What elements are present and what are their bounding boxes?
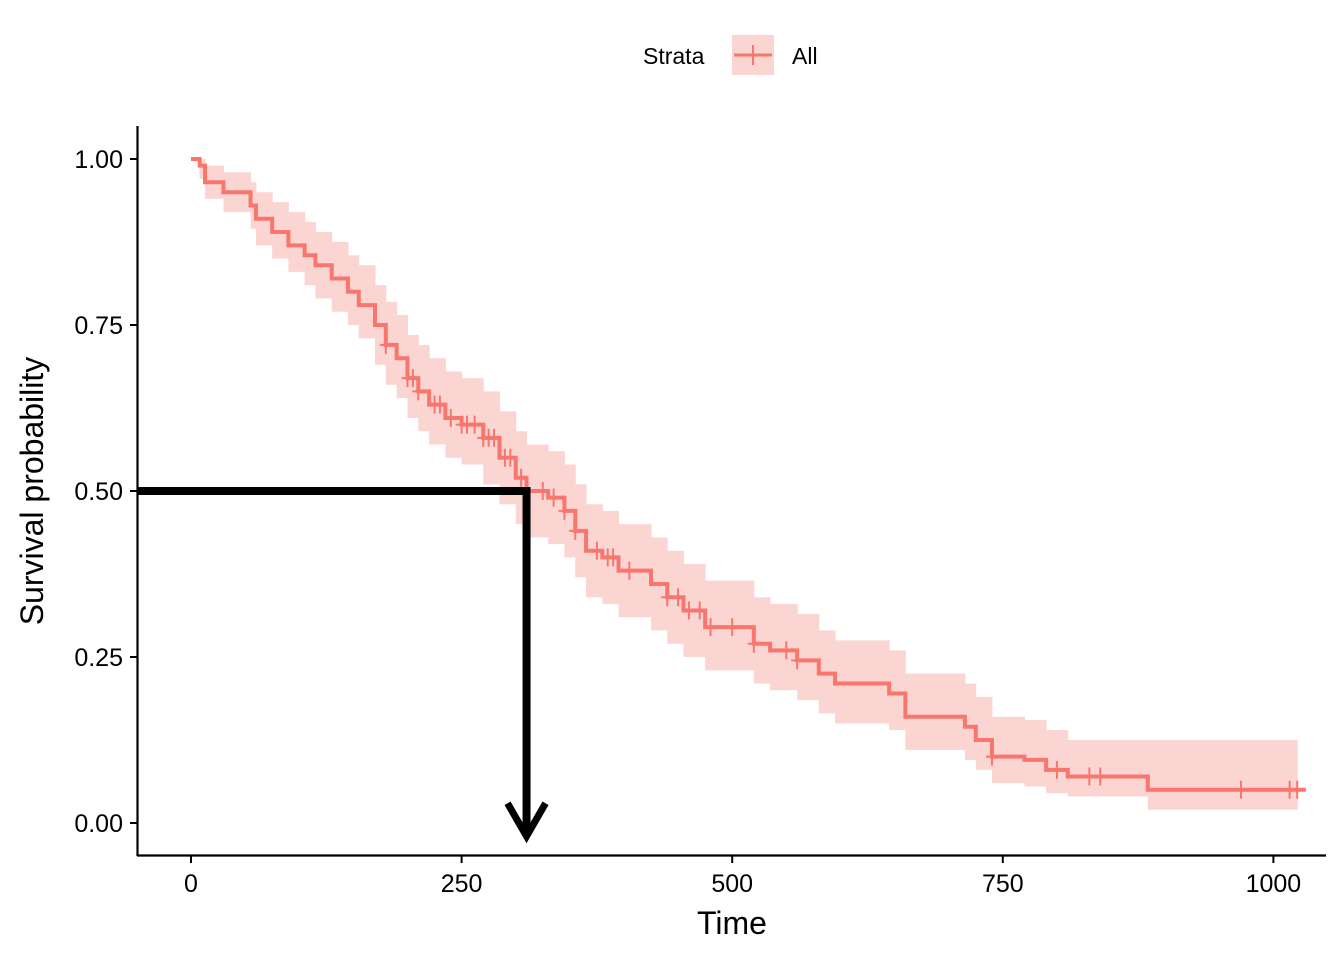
censor-mark <box>747 634 760 653</box>
censor-mark <box>468 415 481 434</box>
legend-title: Strata <box>643 43 705 69</box>
ci-band-segment <box>445 371 463 458</box>
censor-mark <box>985 747 998 766</box>
ci-band-segment <box>1024 720 1047 787</box>
ci-band-segment <box>418 344 430 432</box>
censor-mark <box>672 588 685 607</box>
ci-band-segment <box>429 358 446 445</box>
censor-mark <box>569 521 582 540</box>
x-tick-label: 750 <box>982 870 1024 898</box>
censor-mark <box>704 618 717 637</box>
ci-band-segment <box>1147 740 1298 810</box>
y-ticks: 0.00 0.25 0.50 0.75 1.00 <box>74 146 137 838</box>
ci-band-segment <box>461 378 484 465</box>
y-axis-label: Survival probability <box>14 357 50 626</box>
median-line <box>137 487 531 837</box>
x-tick-label: 500 <box>711 870 753 898</box>
censor-mark <box>1083 767 1096 786</box>
ci-band-segment <box>964 683 977 760</box>
censor-mark <box>661 588 674 607</box>
censor-mark <box>682 601 695 620</box>
censor-mark <box>515 468 528 487</box>
y-tick-label: 0.50 <box>74 478 123 506</box>
x-axis-label: Time <box>697 905 767 941</box>
censor-mark <box>1291 780 1304 799</box>
ci-band-segment <box>199 159 206 179</box>
censor-mark <box>607 548 620 567</box>
censor-mark <box>444 408 457 427</box>
censor-mark <box>1094 767 1107 786</box>
x-tick-label: 250 <box>441 870 483 898</box>
censor-mark <box>726 618 739 637</box>
censor-mark <box>1050 760 1063 779</box>
ci-band-segment <box>1067 740 1149 797</box>
censor-mark <box>433 395 446 414</box>
censor-mark <box>590 541 603 560</box>
ci-band-segment <box>797 613 820 701</box>
censor-mark <box>504 448 517 467</box>
ci-band-segment <box>288 212 306 272</box>
ci-band-segment <box>770 603 798 691</box>
censor-mark <box>488 428 501 447</box>
y-tick-label: 1.00 <box>74 146 123 174</box>
km-step-line <box>191 157 1306 792</box>
censor-mark <box>536 482 549 500</box>
censor-mark <box>547 488 560 507</box>
censor-mark <box>693 601 706 620</box>
censor-mark <box>1234 780 1247 799</box>
censor-mark <box>623 561 636 580</box>
ci-band-segment <box>889 650 906 731</box>
censor-mark <box>412 382 425 401</box>
legend: Strata All <box>643 35 818 75</box>
y-tick-label: 0.00 <box>74 810 123 838</box>
censor-mark <box>406 369 419 388</box>
ci-band-segment <box>905 673 966 750</box>
confidence-band <box>199 159 1298 810</box>
survival-curve <box>191 157 1306 792</box>
legend-label-all: All <box>792 43 818 69</box>
censor-marks <box>379 335 1304 799</box>
y-tick-label: 0.75 <box>74 312 123 340</box>
y-tick-label: 0.25 <box>74 644 123 672</box>
x-tick-label: 1000 <box>1246 870 1302 898</box>
ci-band-segment <box>975 696 993 770</box>
arrow-head-icon <box>504 801 549 844</box>
median-annotation <box>137 487 549 844</box>
ci-band-segment <box>358 265 376 339</box>
x-tick-label: 0 <box>184 870 198 898</box>
censor-mark <box>558 501 571 520</box>
censor-mark <box>791 651 804 670</box>
censor-mark <box>379 335 392 354</box>
ci-band-segment <box>991 716 1025 784</box>
axes <box>136 126 1326 857</box>
x-ticks: 0 250 500 750 1000 <box>184 856 1301 898</box>
censor-mark <box>780 641 793 660</box>
ci-band-segment <box>753 597 771 684</box>
